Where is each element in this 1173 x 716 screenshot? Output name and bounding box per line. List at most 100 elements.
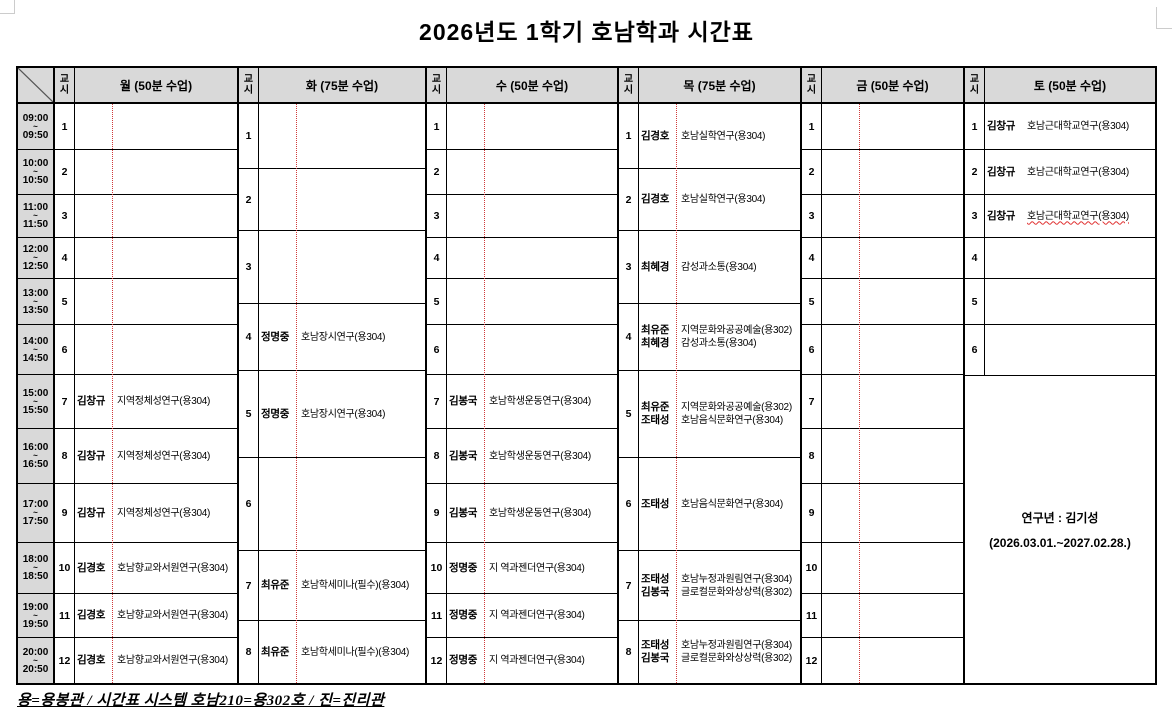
time-slot: 13:00 ~13:50 [18, 279, 53, 325]
period-number: 3 [427, 195, 446, 238]
period-number: 4 [965, 238, 984, 279]
class-cell [259, 169, 425, 231]
class-entry: 정명중 지 역과젠더연구(용304) [447, 562, 617, 575]
period-number: 11 [55, 594, 74, 638]
period-number: 6 [619, 458, 638, 551]
time-end: 20:50 [22, 663, 49, 675]
class-cell [822, 279, 963, 325]
instructor-name: 정명중 [449, 654, 478, 666]
course-name: 호남실학연구(용304) [681, 194, 766, 205]
course-name: 지 역과젠더연구(용304) [489, 562, 585, 574]
course-name: 호남근대학교연구(용304) [1027, 121, 1129, 132]
time-start: 10:00 [22, 158, 49, 169]
class-entry: 김경호 호남향교와서원연구(용304) [75, 654, 237, 667]
day-column: 목 (75분 수업) 김경호 호남실학연구(용304) 김경호 호남실학연구(용304)… [639, 68, 800, 683]
course-name: 호남근대학교연구(용304) [1027, 166, 1129, 178]
period-number: 3 [619, 231, 638, 304]
period-number: 4 [427, 238, 446, 279]
class-cell: 최혜경 감성과소통(용304) [639, 231, 800, 304]
instructor-name: 김창규 [77, 449, 106, 462]
period-number: 4 [619, 304, 638, 371]
course-name: 감성과소통(용304) [681, 261, 757, 273]
period-number: 8 [55, 429, 74, 484]
class-entry: 최혜경 감성과소통(용304) [639, 337, 800, 350]
course-name: 지역문화와공공예술(용302) [681, 325, 792, 336]
period-header: 교 시 [802, 68, 821, 104]
day-header: 월 (50분 수업) [75, 68, 237, 104]
instructor-name: 최유준 [641, 324, 670, 336]
time-slot: 14:00 ~14:50 [18, 325, 53, 375]
class-entry: 김경호 호남향교와서원연구(용304) [75, 609, 237, 622]
time-end: 14:50 [22, 352, 49, 364]
period-column: 교 시 1 2 3 4 5 6 7 8 9 10 11 12 [55, 68, 75, 683]
time-slot: 12:00 ~12:50 [18, 238, 53, 279]
day-column: 화 (75분 수업) 정명중 호남장시연구(용304) 정명중 호남장시연구(용304)… [259, 68, 425, 683]
instructor-name: 김경호 [77, 654, 106, 666]
research-note: 연구년 : 김기성 (2026.03.01.~2027.02.28.) [965, 375, 1155, 683]
time-end: 12:50 [22, 261, 49, 272]
time-slot: 19:00 ~19:50 [18, 594, 53, 638]
period-number: 1 [55, 104, 74, 150]
day-header: 수 (50분 수업) [447, 68, 617, 104]
course-name: 호남학생운동연구(용304) [489, 507, 591, 519]
research-note-dates: (2026.03.01.~2027.02.28.) [989, 536, 1131, 550]
period-number: 7 [619, 551, 638, 621]
class-cell [75, 279, 237, 325]
period-header: 교 시 [55, 68, 74, 104]
course-name: 지 역과젠더연구(용304) [489, 610, 585, 621]
instructor-name: 최혜경 [641, 260, 670, 273]
instructor-name: 최유준 [261, 579, 290, 591]
period-number: 2 [802, 150, 821, 195]
class-cell: 김창규 지역정체성연구(용304) [75, 375, 237, 429]
time-end: 19:50 [22, 618, 49, 630]
time-tilde: ~ [33, 253, 38, 262]
class-entry: 정명중 호남장시연구(용304) [259, 331, 425, 344]
class-entry: 김창규 호남근대학교연구(용304) [985, 166, 1155, 179]
period-number: 4 [802, 238, 821, 279]
period-number: 6 [239, 458, 258, 551]
instructor-name: 김봉국 [449, 395, 478, 407]
day-group-top: 교 시 1 2 3 4 5 6 7 8 9 10 11 12 금 (50분 수업) [802, 68, 963, 683]
day-header: 토 (50분 수업) [985, 68, 1155, 104]
period-number: 7 [239, 551, 258, 621]
instructor-name: 김봉국 [449, 506, 478, 519]
period-header: 교 시 [619, 68, 638, 104]
class-cell [75, 238, 237, 279]
period-number: 2 [965, 150, 984, 195]
class-entry: 김경호 호남향교와서원연구(용304) [75, 562, 237, 575]
day-column: 토 (50분 수업) 김창규 호남근대학교연구(용304) 김창규 호남근대학교연구(용… [985, 68, 1155, 375]
class-cell [75, 325, 237, 375]
period-header: 교 시 [239, 68, 258, 104]
class-cell: 정명중 호남장시연구(용304) [259, 304, 425, 371]
period-number: 3 [55, 195, 74, 238]
period-number: 1 [619, 104, 638, 169]
time-end: 13:50 [22, 304, 49, 316]
period-number: 8 [427, 429, 446, 484]
class-entry: 최유준 지역문화와공공예술(용302) [639, 401, 800, 414]
day-column: 금 (50분 수업) [822, 68, 963, 683]
class-entry: 김봉국 호남학생운동연구(용304) [447, 395, 617, 408]
time-tilde: ~ [33, 211, 38, 220]
class-cell: 정명중 지 역과젠더연구(용304) [447, 543, 617, 594]
period-number: 5 [55, 279, 74, 325]
day-header: 금 (50분 수업) [822, 68, 963, 104]
class-cell: 최유준 지역문화와공공예술(용302) 조태성 호남음식문화연구(용304) [639, 371, 800, 458]
period-column: 교 시 1 2 3 4 5 6 7 8 9 10 11 12 [802, 68, 822, 683]
period-number: 11 [427, 594, 446, 638]
period-number: 7 [55, 375, 74, 429]
period-number: 3 [965, 195, 984, 238]
class-cell [985, 325, 1155, 375]
time-start: 14:00 [22, 335, 49, 347]
class-cell [822, 543, 963, 594]
time-start: 15:00 [22, 387, 49, 399]
time-slot: 16:00 ~16:50 [18, 429, 53, 484]
class-entry: 김경호 호남실학연구(용304) [639, 193, 800, 206]
period-number: 1 [802, 104, 821, 150]
class-cell [75, 150, 237, 195]
period-number: 6 [55, 325, 74, 375]
class-cell [259, 104, 425, 169]
